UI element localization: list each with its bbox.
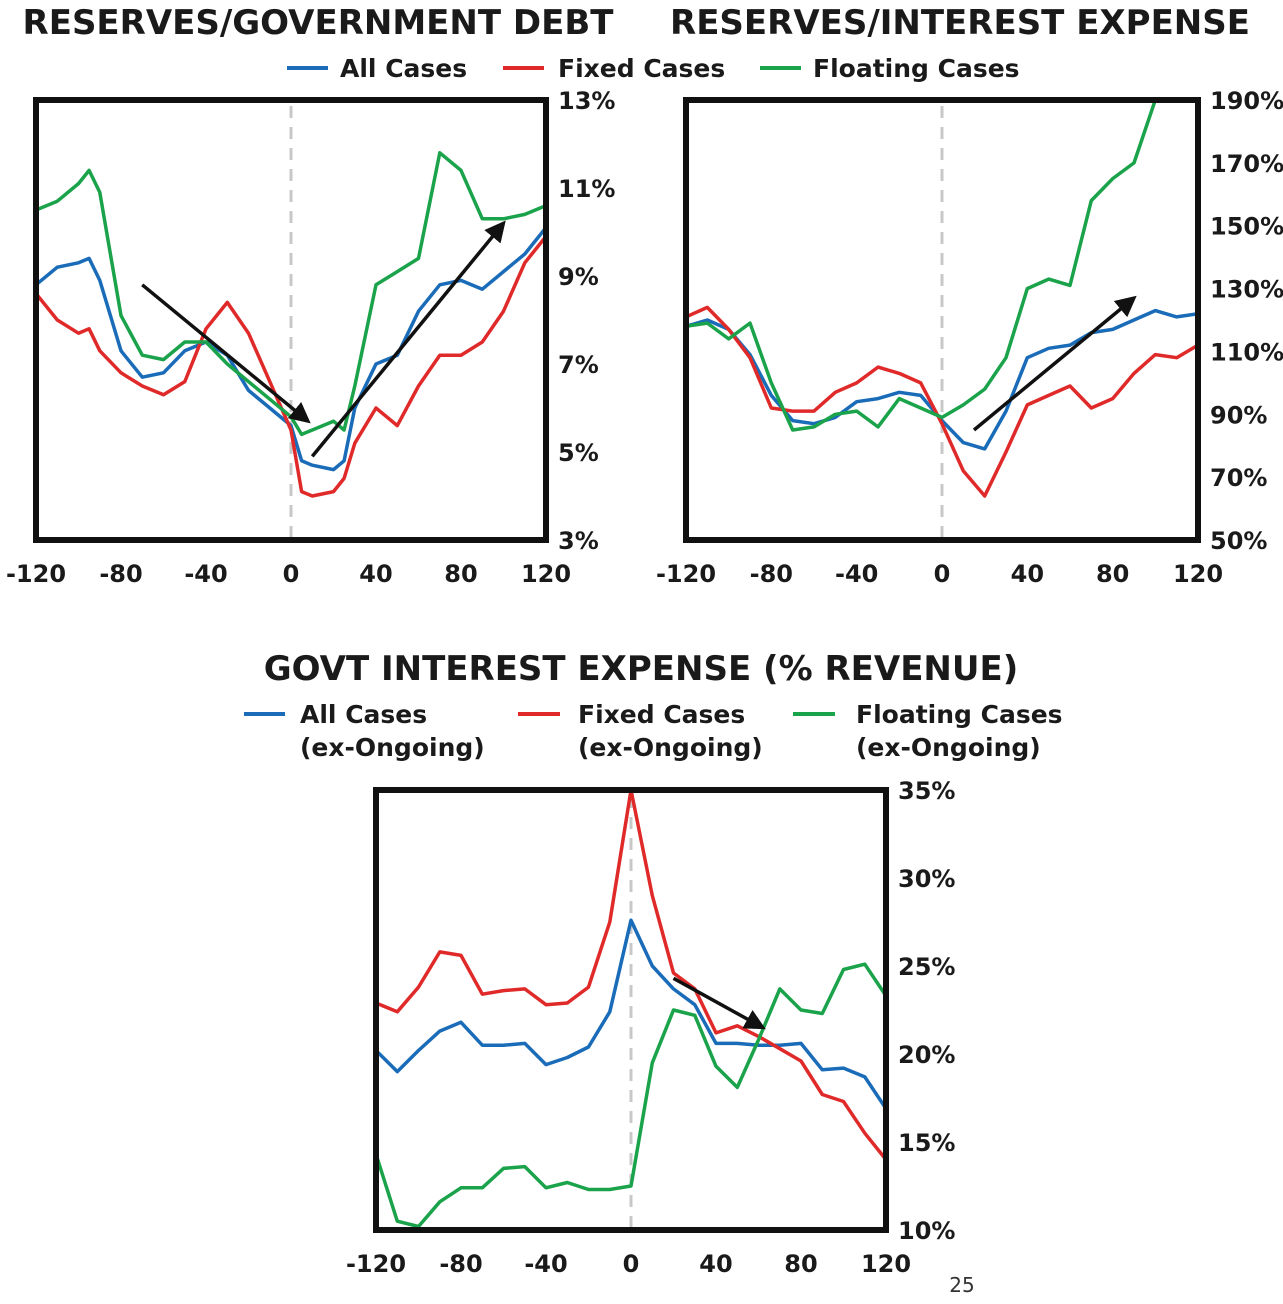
chart-reserves-debt: -120 -80 -40 0 40 80 120 3% 5% 7% 9% 11% 13%: [6, 87, 615, 588]
trend-arrow: [310, 220, 506, 458]
bottom-legend: All Cases (ex-Ongoing) Fixed Cases (ex-O…: [244, 700, 1063, 762]
x-tick-label: 40: [359, 560, 392, 588]
y-tick-label: 25%: [898, 953, 955, 981]
y-tick-label: 5%: [558, 439, 599, 467]
series-line-floating-cases: [376, 962, 886, 1229]
y-tick-label: 70%: [1210, 464, 1267, 492]
trend-arrow: [672, 976, 766, 1030]
x-tick-label: -80: [99, 560, 142, 588]
x-tick-label: -80: [750, 560, 793, 588]
x-tick-label: 120: [521, 560, 571, 588]
y-tick-label: 15%: [898, 1129, 955, 1157]
y-tick-label: 130%: [1210, 276, 1283, 304]
x-tick-label: -120: [656, 560, 716, 588]
chart-reserves-interest: -120 -80 -40 0 40 80 120 50% 70% 90% 110% 130% 150% 1…: [656, 87, 1283, 588]
y-tick-label: 10%: [898, 1217, 955, 1245]
x-tick-label: 80: [444, 560, 477, 588]
trend-arrow: [972, 295, 1137, 432]
y-tick-label: 7%: [558, 351, 599, 379]
x-tick-label: 0: [623, 1250, 640, 1278]
series-line-all-cases: [376, 918, 886, 1111]
x-tick-label: 80: [784, 1250, 817, 1278]
y-tick-label: 20%: [898, 1041, 955, 1069]
x-tick-label: 120: [1173, 560, 1223, 588]
y-tick-label: 90%: [1210, 401, 1267, 429]
x-tick-label: 0: [283, 560, 300, 588]
legend-label-floating-line2: (ex-Ongoing): [856, 733, 1041, 762]
y-tick-label: 50%: [1210, 527, 1267, 555]
x-tick-label: 40: [1011, 560, 1044, 588]
y-tick-label: 9%: [558, 263, 599, 291]
y-tick-label: 110%: [1210, 338, 1283, 366]
chart-interest-revenue: -120 -80 -40 0 40 80 120 10% 15% 20% 25% 30% 35%: [346, 777, 955, 1278]
legend-label-all-line2: (ex-Ongoing): [300, 733, 485, 762]
series-line-fixed-cases: [36, 234, 546, 498]
legend-label-fixed-line2: (ex-Ongoing): [578, 733, 763, 762]
top-legend: All Cases Fixed Cases Floating Cases: [287, 54, 1020, 83]
x-tick-label: -40: [184, 560, 227, 588]
x-tick-label: -40: [524, 1250, 567, 1278]
legend-label-all: All Cases: [340, 54, 467, 83]
x-tick-label: -120: [6, 560, 66, 588]
y-tick-label: 11%: [558, 175, 615, 203]
series-line-floating-cases: [686, 100, 1198, 432]
plot-frame: [373, 787, 889, 1233]
chart-title-reserves-interest: RESERVES/INTEREST EXPENSE: [670, 3, 1250, 43]
x-tick-label: 40: [699, 1250, 732, 1278]
chart-title-reserves-debt: RESERVES/GOVERNMENT DEBT: [23, 3, 615, 43]
y-tick-label: 150%: [1210, 213, 1283, 241]
x-tick-label: 0: [934, 560, 951, 588]
x-tick-label: -120: [346, 1250, 406, 1278]
series-line-fixed-cases: [376, 790, 886, 1162]
legend-label-fixed-line1: Fixed Cases: [578, 700, 745, 729]
x-tick-label: -80: [439, 1250, 482, 1278]
page-number: 25: [949, 1273, 974, 1297]
legend-label-all-line1: All Cases: [300, 700, 427, 729]
legend-label-floating: Floating Cases: [813, 54, 1020, 83]
series-line-all-cases: [36, 225, 546, 472]
series-line-floating-cases: [36, 151, 546, 437]
series-line-fixed-cases: [686, 305, 1198, 498]
legend-label-floating-line1: Floating Cases: [856, 700, 1063, 729]
legend-label-fixed: Fixed Cases: [558, 54, 725, 83]
y-tick-label: 3%: [558, 527, 599, 555]
plot-frame: [683, 97, 1201, 543]
x-tick-label: 80: [1096, 560, 1129, 588]
y-tick-label: 30%: [898, 865, 955, 893]
x-tick-label: -40: [835, 560, 878, 588]
chart-title-interest-revenue: GOVT INTEREST EXPENSE (% REVENUE): [264, 649, 1019, 689]
trend-arrow: [141, 283, 311, 424]
plot-frame: [33, 97, 549, 543]
x-tick-label: 120: [861, 1250, 911, 1278]
y-tick-label: 13%: [558, 87, 615, 115]
y-tick-label: 190%: [1210, 87, 1283, 115]
y-tick-label: 170%: [1210, 150, 1283, 178]
y-tick-label: 35%: [898, 777, 955, 805]
